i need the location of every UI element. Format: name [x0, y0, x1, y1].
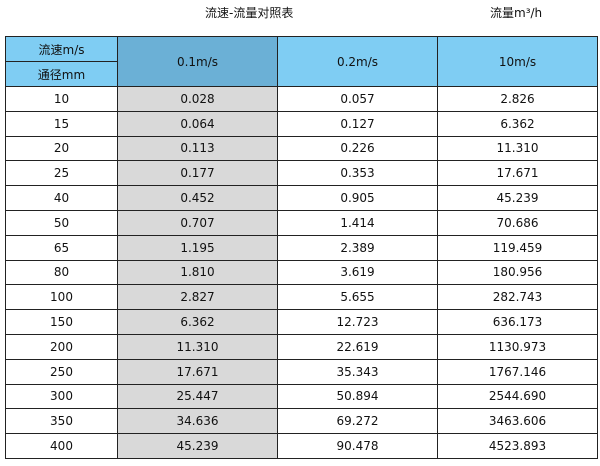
flow-cell: 2.389 [277, 234, 438, 261]
flow-cell: 70.686 [437, 209, 598, 236]
flow-cell: 11.310 [117, 333, 278, 360]
flow-cell: 180.956 [437, 259, 598, 286]
flow-cell: 636.173 [437, 309, 598, 335]
flow-cell: 2.827 [117, 284, 278, 311]
flow-cell: 1130.973 [437, 333, 598, 360]
flow-cell: 4523.893 [437, 433, 598, 459]
flow-cell: 17.671 [437, 160, 598, 187]
diameter-cell: 40 [5, 185, 118, 211]
flow-cell: 5.655 [277, 284, 438, 311]
flow-cell: 0.064 [117, 110, 278, 137]
flow-table: 流速m/s 0.1m/s 0.2m/s 10m/s 通径mm 10 0.028 0.… [5, 36, 598, 459]
table-row: 65 1.195 2.389 119.459 [5, 234, 598, 261]
flow-cell: 3.619 [277, 259, 438, 286]
diameter-cell: 50 [5, 209, 118, 236]
flow-cell: 1.414 [277, 209, 438, 236]
table-row: 350 34.636 69.272 3463.606 [5, 408, 598, 435]
flow-cell: 0.057 [277, 86, 438, 112]
flow-cell: 0.905 [277, 185, 438, 211]
column-header: 0.1m/s [117, 36, 278, 87]
flow-cell: 1.810 [117, 259, 278, 286]
table-row: 200 11.310 22.619 1130.973 [5, 333, 598, 360]
flow-cell: 0.452 [117, 185, 278, 211]
flow-cell: 0.707 [117, 209, 278, 236]
flow-cell: 3463.606 [437, 408, 598, 435]
flow-cell: 0.226 [277, 135, 438, 162]
flow-cell: 2544.690 [437, 383, 598, 410]
flow-cell: 0.177 [117, 160, 278, 187]
table-row: 100 2.827 5.655 282.743 [5, 284, 598, 311]
column-header: 10m/s [437, 36, 598, 87]
flow-cell: 35.343 [277, 358, 438, 385]
diameter-cell: 300 [5, 383, 118, 410]
flow-cell: 1767.146 [437, 358, 598, 385]
diameter-cell: 65 [5, 234, 118, 261]
diameter-cell: 80 [5, 259, 118, 286]
flow-cell: 17.671 [117, 358, 278, 385]
diameter-cell: 200 [5, 333, 118, 360]
flow-cell: 6.362 [117, 309, 278, 335]
table-row: 20 0.113 0.226 11.310 [5, 135, 598, 162]
flow-cell: 22.619 [277, 333, 438, 360]
diameter-cell: 10 [5, 86, 118, 112]
table-row: 50 0.707 1.414 70.686 [5, 209, 598, 236]
diameter-cell: 15 [5, 110, 118, 137]
flow-cell: 2.826 [437, 86, 598, 112]
flow-cell: 45.239 [437, 185, 598, 211]
diameter-cell: 25 [5, 160, 118, 187]
diameter-header: 通径mm [5, 61, 118, 87]
flow-cell: 45.239 [117, 433, 278, 459]
diameter-cell: 400 [5, 433, 118, 459]
table-row: 25 0.177 0.353 17.671 [5, 160, 598, 187]
flow-cell: 0.353 [277, 160, 438, 187]
flow-cell: 6.362 [437, 110, 598, 137]
table-row: 15 0.064 0.127 6.362 [5, 110, 598, 137]
table-row: 300 25.447 50.894 2544.690 [5, 383, 598, 410]
diameter-cell: 20 [5, 135, 118, 162]
table-row: 250 17.671 35.343 1767.146 [5, 358, 598, 385]
diameter-cell: 350 [5, 408, 118, 435]
diameter-cell: 150 [5, 309, 118, 335]
flow-cell: 11.310 [437, 135, 598, 162]
table-row: 400 45.239 90.478 4523.893 [5, 433, 598, 459]
flow-cell: 0.127 [277, 110, 438, 137]
flow-cell: 12.723 [277, 309, 438, 335]
flow-cell: 119.459 [437, 234, 598, 261]
table-row: 10 0.028 0.057 2.826 [5, 86, 598, 112]
diameter-cell: 100 [5, 284, 118, 311]
flow-cell: 90.478 [277, 433, 438, 459]
table-row: 150 6.362 12.723 636.173 [5, 309, 598, 335]
table-row: 80 1.810 3.619 180.956 [5, 259, 598, 286]
column-header: 0.2m/s [277, 36, 438, 87]
flow-cell: 1.195 [117, 234, 278, 261]
flow-cell: 0.113 [117, 135, 278, 162]
diameter-cell: 250 [5, 358, 118, 385]
flow-cell: 34.636 [117, 408, 278, 435]
velocity-header: 流速m/s [5, 36, 118, 62]
flow-cell: 282.743 [437, 284, 598, 311]
table-title: 流速-流量对照表 [205, 6, 294, 20]
flow-cell: 69.272 [277, 408, 438, 435]
flow-cell: 25.447 [117, 383, 278, 410]
flow-cell: 0.028 [117, 86, 278, 112]
flow-cell: 50.894 [277, 383, 438, 410]
unit-label: 流量m³/h [490, 6, 543, 20]
table-row: 40 0.452 0.905 45.239 [5, 185, 598, 211]
